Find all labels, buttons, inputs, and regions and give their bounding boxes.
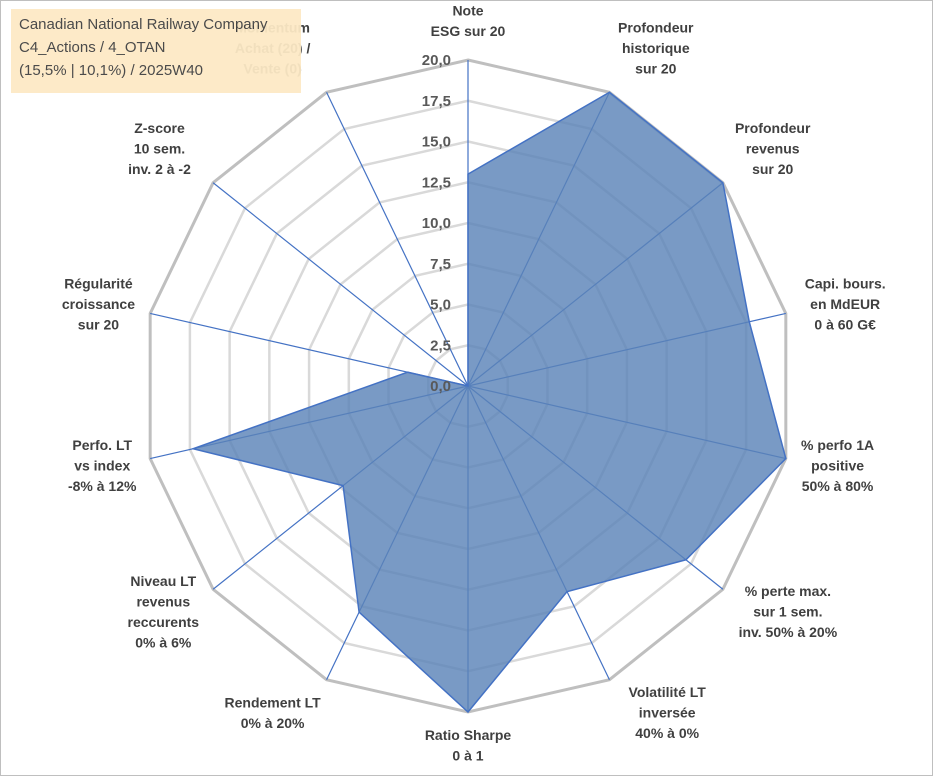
company-name: Canadian National Railway Company xyxy=(19,16,268,33)
tick-label: 15,0 xyxy=(422,134,451,151)
axis-spoke xyxy=(326,92,469,387)
axis-label: % perte max. sur 1 sem. inv. 50% à 20% xyxy=(739,583,838,640)
radar-series xyxy=(190,91,787,714)
axis-label: Rendement LT 0% à 20% xyxy=(225,694,322,731)
axis-label: Volatilité LT inversée 40% à 0% xyxy=(629,684,707,741)
axis-label: Profondeur revenus sur 20 xyxy=(735,120,811,177)
tick-label: 20,0 xyxy=(422,52,451,69)
tick-label: 17,5 xyxy=(422,93,451,110)
axis-label: Régularité croissance sur 20 xyxy=(62,275,135,332)
axis-label: Capi. bours. en MdEUR 0 à 60 G€ xyxy=(805,275,886,332)
axis-label: Niveau LT revenus reccurents 0% à 6% xyxy=(128,573,200,651)
tick-label: 0,0 xyxy=(430,378,451,395)
axis-label: Ratio Sharpe 0 à 1 xyxy=(425,727,512,764)
axis-label: Z-score 10 sem. inv. 2 à -2 xyxy=(128,120,191,177)
axis-label: Perfo. LT vs index -8% à 12% xyxy=(68,437,137,494)
tick-label: 12,5 xyxy=(422,174,451,191)
radar-axis-labels: Note ESG sur 20 Profondeur historique sur 20… xyxy=(62,3,886,764)
axis-label: Note ESG sur 20 xyxy=(431,3,506,40)
axis-label: % perfo 1A positive 50% à 80% xyxy=(801,437,874,494)
axis-spoke xyxy=(212,182,469,387)
info-box: Canadian National Railway Company C4_Act… xyxy=(11,9,301,93)
tick-label: 7,5 xyxy=(430,256,451,273)
series-area xyxy=(190,91,787,714)
period-line: (15,5% | 10,1%) / 2025W40 xyxy=(19,62,203,79)
tick-label: 10,0 xyxy=(422,215,451,232)
axis-label: Profondeur historique sur 20 xyxy=(618,19,694,76)
portfolio-line: C4_Actions / 4_OTAN xyxy=(19,39,166,56)
radar-tick-labels: 0,0 2,5 5,0 7,5 10,0 12,5 15,0 17,5 20,0 xyxy=(422,52,451,395)
tick-label: 5,0 xyxy=(430,297,451,314)
tick-label: 2,5 xyxy=(430,337,451,354)
